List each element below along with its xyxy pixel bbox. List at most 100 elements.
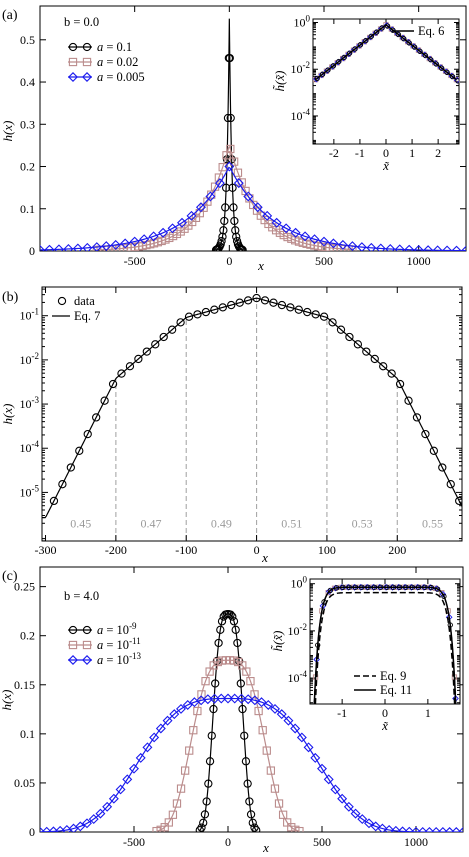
data-point: [270, 703, 280, 714]
data-point: [235, 298, 244, 307]
data-point: [446, 480, 455, 489]
data-point: [397, 826, 408, 832]
data-point: [404, 244, 415, 251]
inset-point: [395, 583, 403, 591]
legend-label: data: [74, 294, 95, 308]
y-tick-label: 0: [29, 825, 35, 839]
data-point: [262, 746, 271, 755]
data-point: [384, 824, 395, 832]
data-point: [424, 826, 435, 832]
x-axis-label-c: x: [262, 840, 269, 855]
legend-item: a = 0.02: [68, 55, 138, 69]
data-point: [232, 232, 241, 241]
legend-marker: [68, 640, 78, 650]
data-point: [221, 203, 230, 212]
data-point: [82, 242, 93, 251]
legend-marker: [82, 72, 92, 82]
data-point: [229, 617, 239, 626]
data-point: [177, 217, 187, 228]
data-point: [40, 826, 45, 832]
inset-x-tick-label: -1: [337, 706, 347, 720]
data-point: [317, 763, 327, 774]
y-tick-label: 0: [29, 244, 35, 258]
inset-c: -1 0 1 100 10-2 10-4 Eq. 9Eq. 11 x̃ h̃(x̃): [270, 575, 461, 733]
data-point: [258, 726, 267, 735]
data-point: [260, 296, 270, 305]
data-point: [58, 480, 67, 489]
legend-label: a = 10-13: [97, 651, 142, 667]
inset-point: [341, 54, 347, 60]
inset-point: [370, 583, 377, 591]
data-point: [223, 693, 233, 704]
x-tick-label: 1000: [404, 835, 428, 849]
data-point: [227, 300, 236, 310]
series-b: [42, 293, 462, 519]
inset-point: [357, 42, 364, 48]
data-point: [200, 810, 210, 819]
data-point: [270, 784, 280, 793]
data-point: [356, 242, 367, 251]
data-point: [168, 810, 178, 819]
inset-point: [363, 583, 371, 591]
inset-point: [407, 583, 415, 591]
series-a: [40, 18, 466, 251]
inset-fit-solid: [313, 586, 457, 704]
data-point: [246, 677, 255, 686]
data-point: [229, 157, 239, 166]
data-point: [411, 826, 421, 832]
legend-marker: [68, 57, 78, 67]
legend-item: a = 10-9: [68, 621, 137, 637]
data-point: [432, 245, 443, 251]
inset-point: [414, 583, 421, 591]
data-point: [370, 821, 381, 832]
data-point: [379, 362, 388, 371]
data-point: [201, 677, 210, 686]
inset-legend-label: Eq. 9: [380, 669, 406, 683]
inset-x-tick-label: 1: [425, 706, 431, 720]
inset-point: [325, 67, 331, 73]
data-point: [129, 236, 140, 247]
legend-marker: [68, 42, 78, 52]
inset-point: [368, 33, 374, 39]
inset-y-label-a: h̃(x̃): [272, 71, 287, 92]
series-circle: [211, 18, 247, 251]
y-tick-label: 0.15: [14, 678, 35, 692]
data-point: [263, 699, 274, 710]
data-point: [172, 799, 182, 808]
data-point: [252, 202, 263, 213]
data-point: [364, 818, 374, 829]
data-point: [211, 679, 220, 688]
inset-point: [426, 584, 434, 591]
inset-curves-a: [313, 22, 459, 84]
inset-x-tick-label: 0: [383, 146, 389, 160]
legend-item: a = 10-13: [68, 651, 142, 667]
data-point: [91, 242, 102, 251]
data-point: [319, 236, 329, 247]
legend-marker: [82, 655, 92, 665]
series-square: [92, 144, 357, 251]
data-point: [296, 732, 307, 743]
inset-y-label-c: h̃(x̃): [270, 631, 285, 652]
data-point: [250, 823, 259, 832]
region-label: 0.55: [422, 516, 443, 530]
data-point: [233, 178, 244, 189]
inset-point: [338, 584, 346, 591]
data-point: [40, 244, 45, 251]
legend-marker: [82, 640, 92, 650]
region-label: 0.51: [281, 516, 302, 530]
data-point: [155, 723, 166, 734]
data-point: [362, 347, 371, 356]
data-point: [283, 715, 294, 726]
inset-point: [401, 583, 409, 591]
data-point: [271, 217, 282, 228]
data-point: [390, 825, 401, 832]
data-point: [214, 173, 224, 182]
data-point: [444, 827, 455, 832]
data-point: [209, 704, 218, 714]
param-text-c: b = 4.0: [64, 589, 99, 603]
data-point: [223, 113, 233, 123]
inset-point: [389, 583, 396, 591]
data-point: [225, 53, 234, 63]
legend-marker: [68, 655, 78, 665]
inset-y-tick-label: 100: [294, 14, 311, 30]
